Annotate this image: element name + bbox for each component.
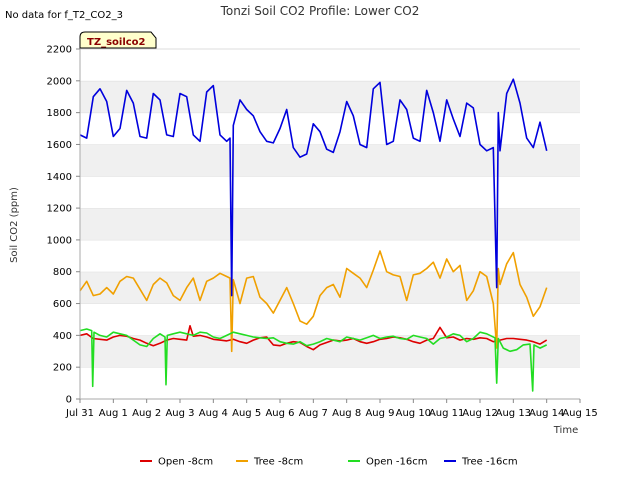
series-line-open-16cm (79, 328, 548, 392)
x-tick-label: Aug 4 (199, 408, 228, 419)
no-data-note: No data for f_T2_CO2_3 (5, 10, 123, 21)
x-tick-label: Aug 10 (396, 408, 431, 419)
y-tick-label: 1800 (47, 108, 72, 119)
x-tick-label: Aug 15 (562, 408, 597, 419)
x-tick-label: Aug 3 (165, 408, 194, 419)
y-tick-label: 1400 (47, 172, 72, 183)
grid-band (80, 335, 580, 368)
legend-label-tree-8cm: Tree -8cm (253, 457, 303, 468)
x-tick-label: Aug 1 (99, 408, 128, 419)
x-ticks: Jul 31 Aug 1 Aug 2 Aug 3 Aug 4 Aug 5 Aug 6 Aug … (65, 399, 598, 419)
x-tick-label: Aug 5 (232, 408, 261, 419)
x-tick-label: Aug 6 (265, 408, 294, 419)
series-line-open-8cm (79, 324, 548, 351)
y-tick-label: 2200 (47, 45, 72, 56)
y-tick-label: 1600 (47, 140, 72, 151)
y-tick-label: 800 (53, 267, 72, 278)
y-tick-label: 1000 (47, 235, 72, 246)
legend-label-open-8cm: Open -8cm (158, 457, 213, 468)
x-axis-title: Time (553, 425, 578, 436)
series-line-tree-8cm (79, 250, 548, 353)
y-ticks: 0 200 400 600 800 1000 1200 1400 1600 1800 2000 220… (47, 45, 80, 406)
x-tick-label: Aug 8 (332, 408, 361, 419)
grid-band (80, 80, 580, 113)
y-tick-label: 2000 (47, 76, 72, 87)
y-tick-label: 400 (53, 331, 72, 342)
series-line-tree-16cm (79, 78, 548, 297)
grid-band (80, 49, 580, 81)
x-tick-label: Aug 11 (429, 408, 464, 419)
x-tick-label: Aug 9 (365, 408, 394, 419)
grid-band (80, 367, 580, 399)
y-tick-label: 1200 (47, 204, 72, 215)
x-tick-label: Aug 13 (496, 408, 531, 419)
grid-band (80, 303, 580, 336)
legend-label-tree-16cm: Tree -16cm (461, 457, 518, 468)
legend-label-open-16cm: Open -16cm (366, 457, 427, 468)
y-tick-label: 200 (53, 363, 72, 374)
y-tick-label: 0 (66, 395, 72, 406)
grid-band (80, 208, 580, 240)
x-tick-label: Aug 7 (299, 408, 328, 419)
chart-title: Tonzi Soil CO2 Profile: Lower CO2 (220, 4, 420, 18)
x-tick-label: Aug 2 (132, 408, 161, 419)
grid-band (80, 144, 580, 177)
x-tick-label: Aug 12 (462, 408, 497, 419)
legend: Open -8cm Tree -8cm Open -16cm Tree -16cm (140, 457, 518, 468)
x-tick-label: Aug 14 (529, 408, 564, 419)
y-tick-label: 600 (53, 299, 72, 310)
badge: TZ_soilco2 (79, 31, 157, 49)
badge-label: TZ_soilco2 (87, 37, 146, 48)
grid-band (80, 271, 580, 304)
y-axis-title: Soil CO2 (ppm) (9, 187, 20, 263)
grid-band (80, 112, 580, 145)
series-layer (79, 78, 548, 392)
grid-band (80, 176, 580, 209)
x-tick-label: Jul 31 (65, 408, 94, 419)
